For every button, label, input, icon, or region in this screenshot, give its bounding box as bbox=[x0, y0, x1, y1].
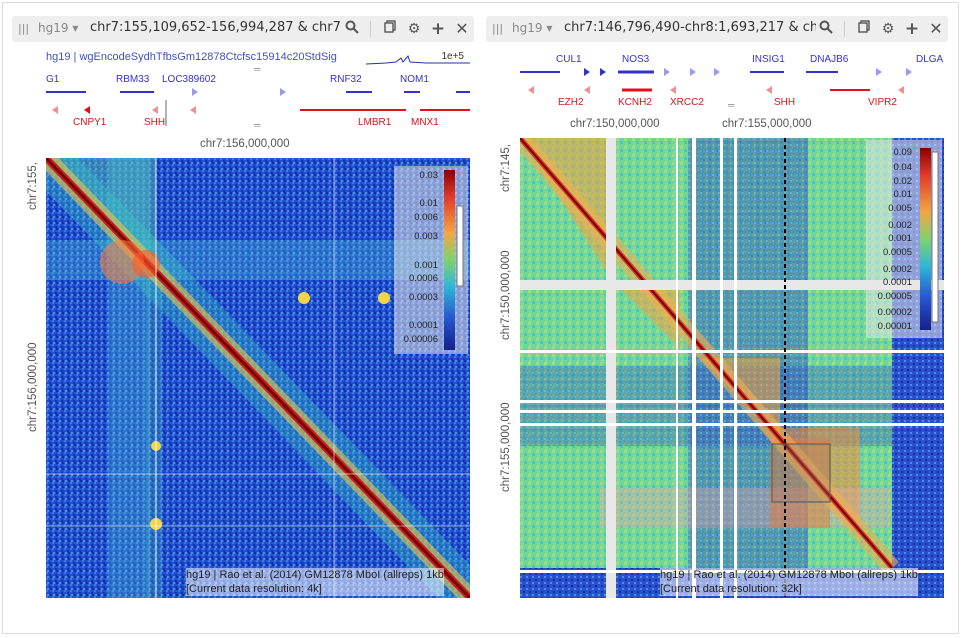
grip-icon[interactable]: ||| bbox=[18, 22, 30, 35]
left-axis-label-mid: chr7:156,000,000 bbox=[27, 342, 39, 432]
colorbar-legend: 0.03 0.01 0.006 0.003 0.001 0.0006 0.000… bbox=[394, 166, 468, 354]
gene-label: RBM33 bbox=[116, 74, 150, 85]
left-axis-label: chr7:155,000,000 bbox=[500, 402, 512, 492]
colorbar-tick: 0.005 bbox=[888, 203, 912, 214]
gene-glyphs bbox=[46, 88, 470, 126]
track-title: hg19 | wgEncodeSydhTfbsGm12878Ctcfsc1591… bbox=[46, 51, 337, 63]
left-view: ||| hg19 ▾ chr7:155,109,652-156,994,287 … bbox=[0, 0, 480, 638]
left-axis-label-top: chr7:155, bbox=[27, 162, 39, 210]
close-icon[interactable]: ✕ bbox=[929, 19, 943, 38]
track-max-label: 1e+5 bbox=[441, 51, 464, 62]
gene-track[interactable]: CUL1 NOS3 INSIG1 DNAJB6 DLGA EZH2 KCNH bbox=[520, 54, 944, 114]
gene-label: LOC389602 bbox=[162, 74, 216, 85]
colorbar-tick: 0.001 bbox=[888, 233, 912, 244]
gene-label: MNX1 bbox=[411, 117, 439, 128]
gene-label: DNAJB6 bbox=[810, 54, 849, 65]
colorbar-tick: 0.0006 bbox=[408, 273, 438, 284]
assembly-select[interactable]: hg19 ▾ bbox=[38, 21, 79, 35]
gene-label: CNPY1 bbox=[73, 117, 107, 128]
divider bbox=[370, 21, 371, 37]
left-view-header: ||| hg19 ▾ chr7:155,109,652-156,994,287 … bbox=[12, 16, 474, 42]
gene-label: NOM1 bbox=[400, 74, 429, 85]
coords-input[interactable]: chr7:155,109,652-156,994,287 & chr7:15 bbox=[90, 20, 342, 35]
gene-label: EZH2 bbox=[558, 97, 584, 108]
colorbar-tick: 0.0003 bbox=[408, 292, 438, 303]
track-resize-handle[interactable]: ═ bbox=[254, 64, 261, 74]
left-axis-label: chr7:150,000,000 bbox=[500, 250, 512, 340]
gene-glyphs bbox=[520, 68, 912, 94]
right-view-header: ||| hg19 ▾ chr7:146,796,490-chr8:1,693,2… bbox=[486, 16, 948, 42]
colorbar-tick: 0.0001 bbox=[882, 277, 912, 288]
colorbar-tick: 0.03 bbox=[419, 170, 439, 181]
data-resolution: [Current data resolution: 4k] bbox=[186, 583, 322, 595]
colorbar-tick: 0.01 bbox=[893, 189, 913, 200]
gene-label: DLGA bbox=[916, 54, 944, 65]
gene-label: CUL1 bbox=[556, 54, 582, 65]
colorbar-tick: 0.0002 bbox=[882, 264, 912, 275]
gene-label: VIPR2 bbox=[868, 97, 897, 108]
dataset-info: hg19 | Rao et al. (2014) GM12878 MboI (a… bbox=[660, 568, 918, 596]
track-resize-handle[interactable]: ═ bbox=[254, 120, 261, 130]
colorbar-tick: 0.006 bbox=[414, 212, 438, 223]
colorbar-tick: 0.00002 bbox=[877, 307, 912, 318]
colorbar-tick: 0.0005 bbox=[882, 247, 912, 258]
gene-label: KCNH2 bbox=[618, 97, 652, 108]
coords-input[interactable]: chr7:146,796,490-chr8:1,693,217 & chr7:1 bbox=[564, 20, 816, 35]
colorbar-tick: 0.02 bbox=[893, 176, 913, 187]
hic-heatmap[interactable]: 0.03 0.01 0.006 0.003 0.001 0.0006 0.000… bbox=[46, 158, 470, 598]
colorbar-tick: 0.003 bbox=[414, 231, 438, 242]
gear-icon[interactable]: ⚙ bbox=[881, 21, 895, 37]
gene-label: SHH bbox=[774, 97, 796, 108]
colorbar-tick: 0.04 bbox=[893, 162, 913, 173]
colorbar-tick: 0.00001 bbox=[877, 321, 912, 332]
close-icon[interactable]: ✕ bbox=[455, 19, 469, 38]
gene-label: NOS3 bbox=[622, 54, 650, 65]
dataset-name: hg19 | Rao et al. (2014) GM12878 MboI (a… bbox=[186, 569, 444, 581]
search-icon[interactable] bbox=[344, 20, 360, 38]
copy-icon[interactable] bbox=[382, 20, 398, 38]
colorbar-tick: 0.0001 bbox=[408, 320, 438, 331]
top-axis-label: chr7:150,000,000 bbox=[570, 118, 660, 130]
gene-label: SHH bbox=[144, 117, 166, 128]
top-axis-label: chr7:155,000,000 bbox=[722, 118, 812, 130]
colorbar-tick: 0.001 bbox=[414, 260, 438, 271]
dataset-info: hg19 | Rao et al. (2014) GM12878 MboI (a… bbox=[186, 568, 444, 596]
gene-label: XRCC2 bbox=[670, 97, 704, 108]
gene-track[interactable]: G1 RBM33 LOC389602 RNF32 NOM1 CNPY1 SHH … bbox=[46, 74, 470, 134]
ctcf-signal-track[interactable]: hg19 | wgEncodeSydhTfbsGm12878Ctcfsc1591… bbox=[46, 48, 470, 70]
assembly-select[interactable]: hg19 ▾ bbox=[512, 21, 553, 35]
colorbar-tick: 0.00006 bbox=[403, 334, 438, 345]
left-axis-label: chr7:145, bbox=[500, 144, 512, 192]
right-view: ||| hg19 ▾ chr7:146,796,490-chr8:1,693,2… bbox=[480, 0, 963, 638]
grip-icon[interactable]: ||| bbox=[492, 22, 504, 35]
divider bbox=[844, 21, 845, 37]
gene-label: RNF32 bbox=[330, 74, 362, 85]
colorbar-tick: 0.00005 bbox=[877, 291, 912, 302]
track-resize-handle[interactable]: ═ bbox=[728, 100, 735, 110]
colorbar-tick: 0.002 bbox=[888, 220, 912, 231]
data-resolution: [Current data resolution: 32k] bbox=[660, 583, 802, 595]
gene-label: INSIG1 bbox=[752, 54, 785, 65]
gene-label: G1 bbox=[46, 74, 60, 85]
plus-icon[interactable]: + bbox=[430, 19, 446, 39]
search-icon[interactable] bbox=[818, 20, 834, 38]
gear-icon[interactable]: ⚙ bbox=[407, 21, 421, 37]
gene-label: LMBR1 bbox=[358, 117, 392, 128]
colorbar-legend: 0.09 0.04 0.02 0.01 0.005 0.002 0.001 0.… bbox=[866, 140, 942, 338]
hic-heatmap[interactable]: 0.09 0.04 0.02 0.01 0.005 0.002 0.001 0.… bbox=[520, 138, 944, 598]
colorbar[interactable] bbox=[866, 140, 942, 338]
colorbar-tick: 0.09 bbox=[893, 147, 913, 158]
top-axis-label: chr7:156,000,000 bbox=[200, 138, 290, 150]
colorbar-tick: 0.01 bbox=[419, 198, 439, 209]
copy-icon[interactable] bbox=[856, 20, 872, 38]
plus-icon[interactable]: + bbox=[904, 19, 920, 39]
dataset-name: hg19 | Rao et al. (2014) GM12878 MboI (a… bbox=[660, 569, 918, 581]
colorbar[interactable] bbox=[394, 166, 468, 354]
